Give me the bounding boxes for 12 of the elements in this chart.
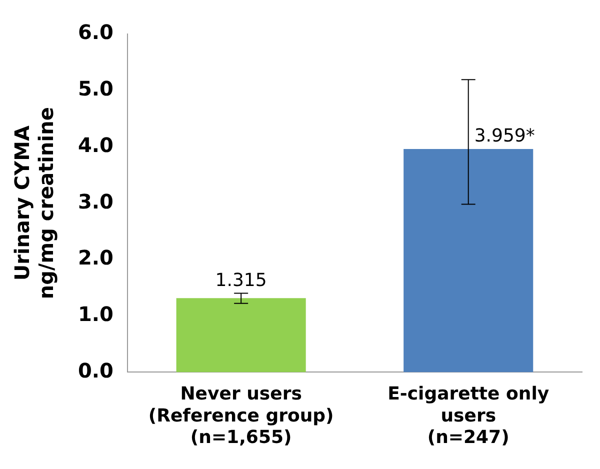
- y-tick-label: 4.0: [78, 132, 114, 157]
- y-tick-label: 1.0: [78, 302, 114, 326]
- data-label: 1.315: [215, 270, 267, 291]
- y-tick-label: 6.0: [78, 20, 114, 44]
- y-axis-title: Urinary CYMA ng/mg creatinine: [10, 107, 58, 300]
- x-tick-label: Never users (Reference group) (n=1,655): [148, 384, 334, 448]
- y-tick-label: 5.0: [78, 76, 114, 101]
- y-tick-label: 2.0: [78, 246, 114, 270]
- data-label: 3.959*: [474, 126, 535, 147]
- y-tick-label: 3.0: [78, 189, 114, 214]
- x-tick-label: E-cigarette only users (n=247): [388, 384, 550, 448]
- y-tick-label: 0.0: [78, 358, 114, 382]
